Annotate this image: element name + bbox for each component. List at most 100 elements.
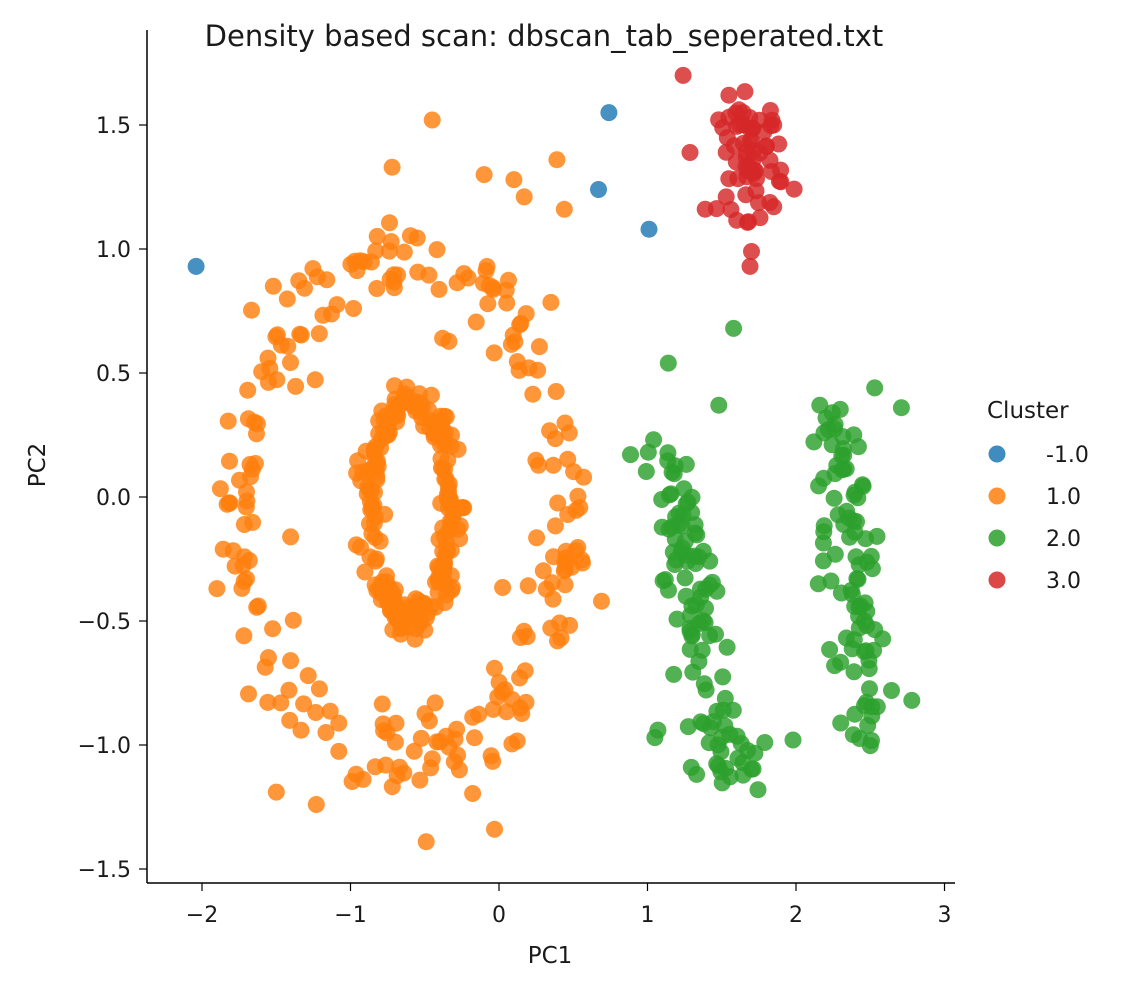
x-tick-label: 2 <box>789 903 803 928</box>
data-point <box>665 665 683 683</box>
data-point <box>386 377 403 395</box>
data-point <box>490 673 508 691</box>
data-point <box>434 519 452 537</box>
data-point <box>637 463 655 480</box>
data-point <box>321 702 339 720</box>
data-point <box>233 579 251 597</box>
data-point <box>310 325 328 343</box>
data-point <box>356 563 374 581</box>
data-point <box>372 591 390 609</box>
data-point <box>528 529 546 547</box>
x-tick-label: 3 <box>938 903 952 928</box>
data-point <box>219 412 237 430</box>
data-point <box>280 681 298 699</box>
data-point <box>386 733 404 751</box>
data-point <box>519 577 537 595</box>
axes <box>146 30 955 884</box>
y-axis-ticks: −1.5 −1.0 −0.5 0.0 0.5 1.0 1.5 <box>78 114 147 883</box>
data-point <box>843 585 861 603</box>
data-point <box>676 569 694 587</box>
data-point <box>259 649 277 667</box>
data-point <box>417 833 435 851</box>
data-point <box>248 598 266 616</box>
data-point <box>478 258 496 275</box>
data-point <box>815 469 833 487</box>
data-point <box>861 680 878 698</box>
data-point <box>573 551 591 569</box>
data-point <box>243 301 260 319</box>
data-point <box>368 280 386 297</box>
data-point <box>600 104 618 122</box>
data-point <box>239 381 257 399</box>
x-tick-label: −2 <box>186 903 218 928</box>
data-point <box>284 611 302 629</box>
data-point <box>428 241 446 259</box>
data-point <box>513 705 531 722</box>
data-point <box>590 181 607 198</box>
data-point <box>675 480 693 498</box>
data-point <box>479 295 497 313</box>
data-point <box>278 290 296 308</box>
legend-marker <box>988 445 1006 463</box>
data-point <box>314 306 332 324</box>
data-point <box>328 296 346 314</box>
data-point <box>805 433 823 451</box>
data-point <box>281 711 299 729</box>
data-point <box>307 796 325 813</box>
data-point <box>530 456 547 474</box>
data-point <box>700 734 718 752</box>
data-point <box>515 622 533 640</box>
data-point <box>575 468 593 486</box>
data-point <box>826 657 844 675</box>
data-point <box>445 753 463 771</box>
data-point <box>707 625 724 643</box>
data-point <box>556 576 574 594</box>
data-point <box>282 354 299 371</box>
data-point <box>310 680 328 698</box>
data-point <box>710 396 728 414</box>
data-point <box>211 480 229 498</box>
data-point <box>408 229 426 247</box>
data-point <box>674 66 692 84</box>
data-point <box>544 590 562 608</box>
data-point <box>417 609 435 627</box>
data-point <box>422 759 440 777</box>
data-point <box>282 652 300 670</box>
data-point <box>544 456 562 474</box>
data-point <box>485 344 503 362</box>
data-point <box>318 271 336 289</box>
data-point <box>750 194 767 212</box>
data-point <box>234 556 252 574</box>
y-tick-label: 0.5 <box>96 362 131 387</box>
legend-label: 2.0 <box>1046 527 1081 552</box>
data-point <box>765 116 783 134</box>
data-point <box>524 385 542 403</box>
data-point <box>373 695 391 713</box>
data-point <box>682 758 700 776</box>
data-point <box>534 562 552 580</box>
data-point <box>500 271 517 289</box>
data-point <box>370 425 388 443</box>
data-point <box>411 771 429 789</box>
data-point <box>593 592 610 610</box>
data-point <box>407 620 425 638</box>
data-point <box>859 717 877 734</box>
data-point <box>831 400 849 418</box>
data-point <box>330 742 348 760</box>
data-point <box>561 616 579 634</box>
data-point <box>683 504 701 521</box>
data-point <box>660 486 678 504</box>
data-point <box>761 151 779 169</box>
data-point <box>486 659 503 677</box>
data-point <box>470 705 488 723</box>
data-point <box>484 280 502 298</box>
data-point <box>396 388 414 406</box>
data-point <box>822 572 840 590</box>
chart-title: Density based scan: dbscan_tab_seperated… <box>205 19 884 53</box>
data-point <box>416 705 434 723</box>
data-point <box>264 277 282 295</box>
data-point <box>741 257 759 275</box>
data-point <box>505 171 523 189</box>
data-point <box>510 361 528 379</box>
data-point <box>545 548 562 566</box>
